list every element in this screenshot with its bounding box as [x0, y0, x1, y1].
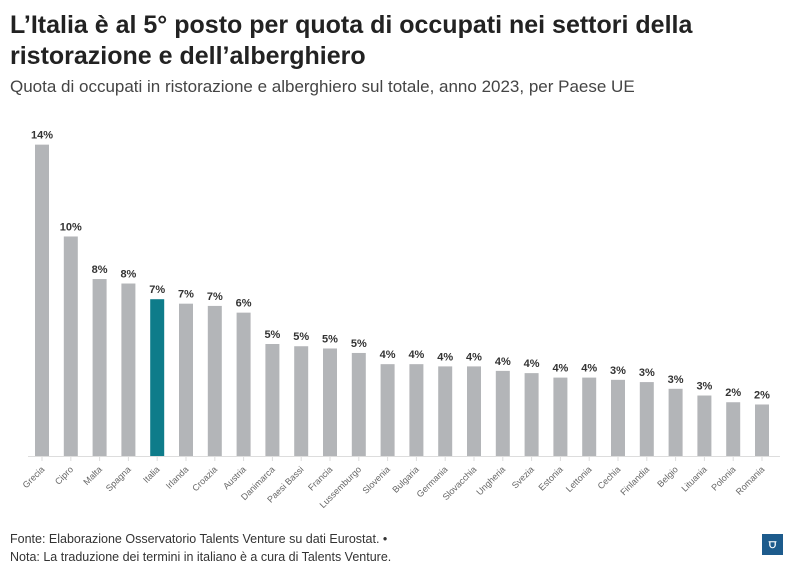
- x-tick-label: Estonia: [537, 464, 565, 492]
- data-label: 14%: [31, 130, 53, 142]
- bar-croazia: [207, 305, 222, 456]
- x-tick-label: Belgio: [655, 464, 680, 489]
- bar-austria: [236, 312, 251, 456]
- bar-lettonia: [582, 377, 597, 456]
- bar-polonia: [726, 402, 741, 456]
- x-tick-label: Svezia: [510, 464, 536, 490]
- data-label: 5%: [293, 331, 309, 343]
- bar-finlandia: [639, 382, 654, 456]
- bar-francia: [323, 348, 337, 456]
- data-label: 7%: [178, 289, 194, 301]
- data-label: 3%: [639, 367, 655, 379]
- x-tick-label: Lituania: [679, 464, 708, 493]
- x-tick-label: Cechia: [596, 464, 623, 491]
- data-label: 8%: [92, 264, 108, 276]
- data-label: 5%: [322, 333, 338, 345]
- bar-svezia: [524, 373, 539, 456]
- bar-cechia: [611, 379, 625, 456]
- data-label: 7%: [207, 291, 223, 303]
- bar-chart: 14% Grecia 10% Cipro 8% Malta 8% Spagna 7% Italia…: [21, 130, 780, 510]
- x-tick-label: Malta: [81, 464, 104, 487]
- data-label: 5%: [264, 329, 280, 341]
- data-label: 3%: [668, 374, 684, 386]
- bar-irlanda: [179, 303, 193, 456]
- data-label: 4%: [552, 363, 568, 375]
- data-label: 8%: [120, 269, 136, 281]
- x-tick-label: Spagna: [104, 464, 133, 493]
- x-tick-label: Italia: [141, 464, 162, 485]
- data-label: 4%: [437, 351, 453, 363]
- x-tick-label: Grecia: [21, 464, 47, 490]
- bar-italia: [150, 299, 165, 456]
- data-label: 3%: [696, 381, 712, 393]
- data-label: 3%: [610, 365, 626, 377]
- bar-belgio: [668, 388, 683, 456]
- x-tick-label: Slovenia: [361, 464, 392, 495]
- data-label: 4%: [380, 349, 396, 361]
- bar-paesi-bassi: [294, 346, 309, 456]
- bar-grecia: [35, 144, 49, 456]
- bar-malta: [92, 279, 107, 456]
- x-tick-label: Romania: [734, 464, 767, 497]
- x-tick-label: Croazia: [190, 464, 219, 493]
- bar-lussemburgo: [351, 352, 366, 456]
- bar-bulgaria: [409, 364, 424, 456]
- data-label: 4%: [495, 356, 511, 368]
- x-tick-label: Ungheria: [474, 464, 507, 497]
- bar-romania: [755, 404, 769, 456]
- bar-ungheria: [495, 370, 510, 456]
- bar-spagna: [121, 283, 136, 456]
- data-label: 5%: [351, 338, 367, 350]
- bar-lituania: [697, 395, 712, 456]
- bar-slovacchia: [467, 366, 481, 456]
- chart-title: L’Italia è al 5° posto per quota di occu…: [10, 11, 693, 70]
- data-label: 4%: [524, 358, 540, 370]
- bar-estonia: [553, 377, 568, 456]
- bar-slovenia: [380, 364, 395, 456]
- data-label: 2%: [754, 389, 770, 401]
- data-label: 7%: [149, 284, 165, 296]
- x-tick-label: Polonia: [709, 464, 737, 492]
- x-tick-label: Lettonia: [564, 464, 594, 494]
- data-label: 10%: [60, 221, 82, 233]
- x-tick-label: Irlanda: [164, 464, 191, 491]
- data-label: 6%: [236, 298, 252, 310]
- chart-subtitle: Quota di occupati in ristorazione e albe…: [10, 77, 635, 96]
- data-label: 4%: [408, 349, 424, 361]
- bar-cipro: [63, 236, 78, 456]
- data-label: 4%: [466, 351, 482, 363]
- x-tick-label: Austria: [221, 464, 248, 491]
- data-label: 4%: [581, 363, 597, 375]
- talents-venture-logo: ⩌: [762, 534, 783, 555]
- translation-note: Nota: La traduzione dei termini in itali…: [10, 550, 392, 564]
- x-tick-label: Finlandia: [618, 464, 651, 497]
- data-label: 2%: [725, 387, 741, 399]
- x-tick-label: Francia: [306, 464, 334, 492]
- bar-danimarca: [265, 344, 280, 456]
- x-tick-label: Cipro: [53, 464, 75, 486]
- bar-germania: [438, 366, 453, 456]
- source-note: Fonte: Elaborazione Osservatorio Talents…: [10, 532, 388, 546]
